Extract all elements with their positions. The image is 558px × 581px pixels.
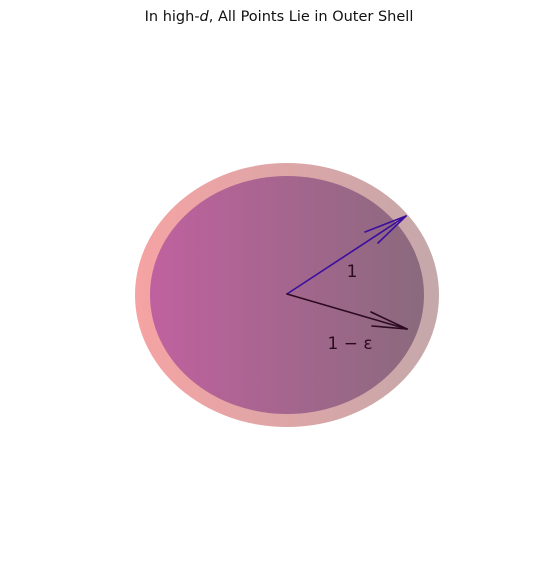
inner-radius-label: 1 − ε — [327, 334, 372, 354]
title-suffix: , All Points Lie in Outer Shell — [208, 9, 414, 25]
figure-title: In high-d, All Points Lie in Outer Shell — [0, 9, 558, 25]
title-italic-variable: d — [199, 9, 209, 25]
inner-ball — [150, 176, 424, 414]
outer-radius-arrow — [286, 215, 407, 295]
title-prefix: In high- — [144, 9, 200, 25]
inner-radius-arrow — [286, 293, 408, 330]
outer-radius-label: 1 — [347, 262, 358, 282]
